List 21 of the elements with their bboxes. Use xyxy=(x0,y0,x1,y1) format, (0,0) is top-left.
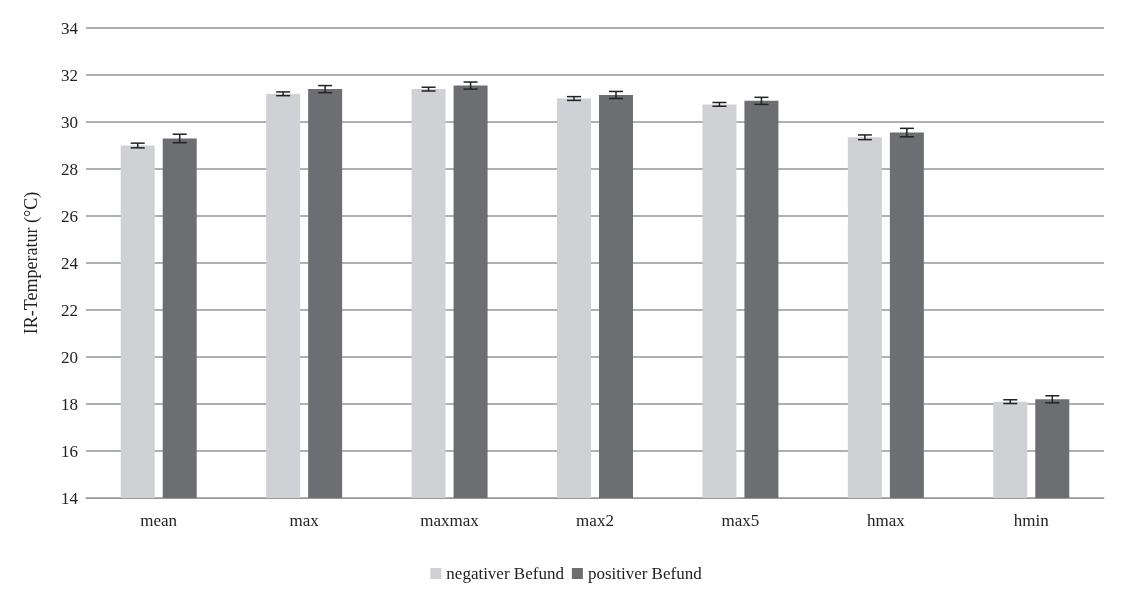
y-tick-label: 24 xyxy=(61,253,79,273)
x-tick-label: mean xyxy=(140,511,178,530)
x-tick-label: maxmax xyxy=(420,511,480,530)
x-tick-label: max2 xyxy=(576,511,614,530)
legend-label: negativer Befund xyxy=(446,564,565,583)
y-tick-label: 18 xyxy=(61,394,78,414)
x-tick-label: max5 xyxy=(721,511,760,530)
y-tick-label: 16 xyxy=(61,441,78,461)
x-tick-label: max xyxy=(289,511,320,530)
y-tick-label: 20 xyxy=(61,347,78,367)
y-tick-label: 30 xyxy=(61,112,78,132)
x-tick-label: hmax xyxy=(866,511,906,530)
legend-label: positiver Befund xyxy=(587,564,703,583)
y-tick-label: 14 xyxy=(61,488,79,508)
y-tick-label: 32 xyxy=(61,65,78,85)
y-axis-title: IR-Temperatur (°C) xyxy=(21,191,42,335)
x-tick-label: hmin xyxy=(1013,511,1050,530)
y-tick-label: 28 xyxy=(61,159,78,179)
y-tick-label: 26 xyxy=(61,206,78,226)
y-tick-label: 34 xyxy=(61,18,79,38)
y-tick-label: 22 xyxy=(61,300,78,320)
